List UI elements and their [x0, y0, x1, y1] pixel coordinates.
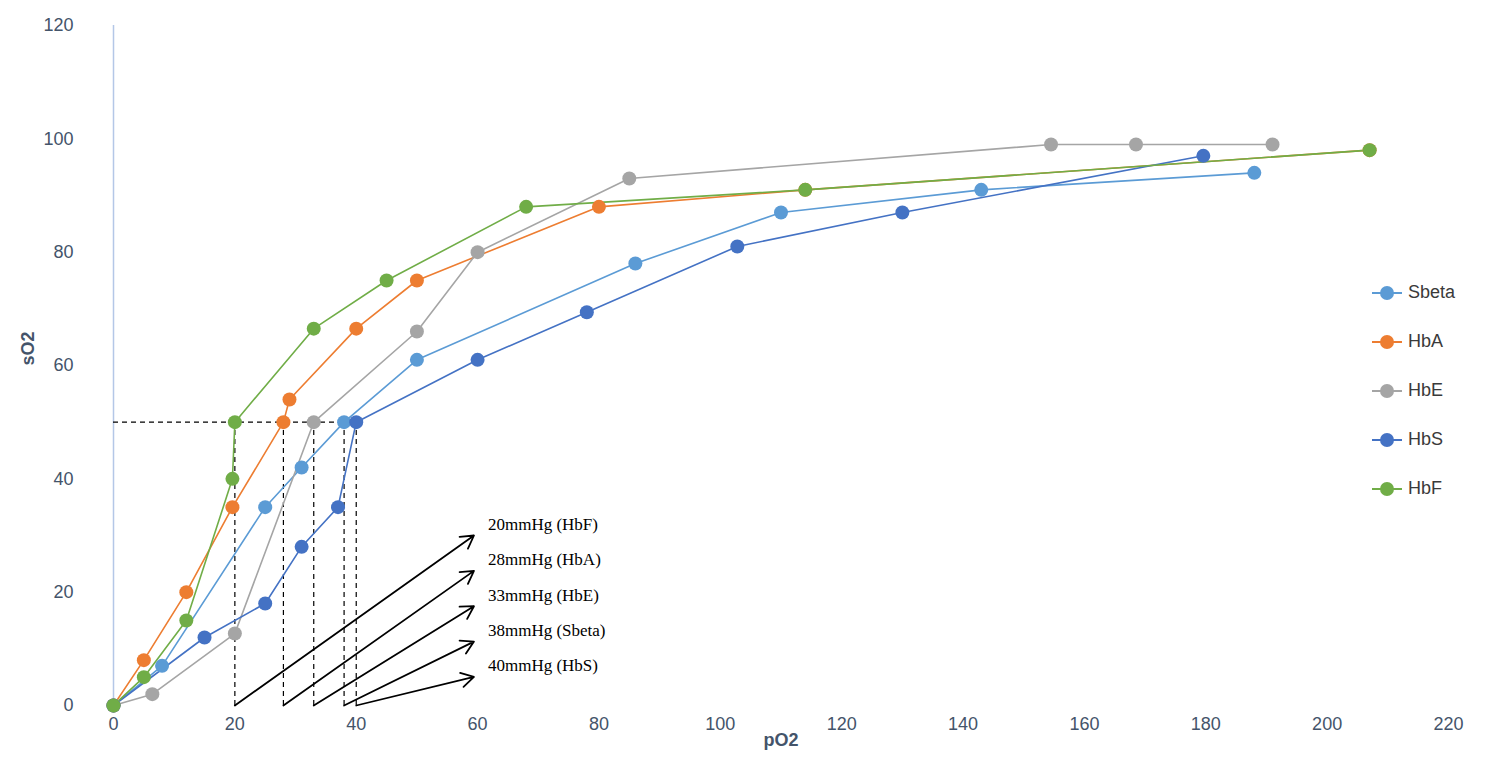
svg-text:140: 140: [948, 714, 978, 734]
svg-text:28mmHg (HbA): 28mmHg (HbA): [488, 550, 601, 569]
html-text:HbA: HbA: [1408, 331, 1443, 351]
svg-text:80: 80: [589, 714, 609, 734]
svg-text:0: 0: [63, 695, 73, 715]
svg-text:20: 20: [53, 582, 73, 602]
svg-text:120: 120: [43, 15, 73, 35]
svg-text:120: 120: [827, 714, 857, 734]
svg-text:180: 180: [1191, 714, 1221, 734]
svg-text:100: 100: [705, 714, 735, 734]
svg-text:220: 220: [1433, 714, 1463, 734]
svg-text:pO2: pO2: [763, 730, 798, 750]
svg-text:60: 60: [468, 714, 488, 734]
svg-text:33mmHg (HbE): 33mmHg (HbE): [488, 586, 599, 605]
svg-text:80: 80: [53, 242, 73, 262]
html-text:Sbeta: Sbeta: [1408, 282, 1455, 302]
svg-text:160: 160: [1069, 714, 1099, 734]
html-text:HbS: HbS: [1408, 429, 1443, 449]
svg-text:40mmHg (HbS): 40mmHg (HbS): [488, 656, 598, 675]
svg-text:60: 60: [53, 355, 73, 375]
svg-text:20: 20: [225, 714, 245, 734]
svg-text:200: 200: [1312, 714, 1342, 734]
svg-text:20mmHg (HbF): 20mmHg (HbF): [488, 515, 598, 534]
svg-text:40: 40: [346, 714, 366, 734]
html-text:HbE: HbE: [1408, 380, 1443, 400]
html-text:HbF: HbF: [1408, 478, 1442, 498]
svg-text:38mmHg (Sbeta): 38mmHg (Sbeta): [488, 621, 606, 640]
svg-text:40: 40: [53, 469, 73, 489]
svg-text:100: 100: [43, 129, 73, 149]
svg-text:sO2: sO2: [18, 331, 38, 365]
svg-text:0: 0: [108, 714, 118, 734]
